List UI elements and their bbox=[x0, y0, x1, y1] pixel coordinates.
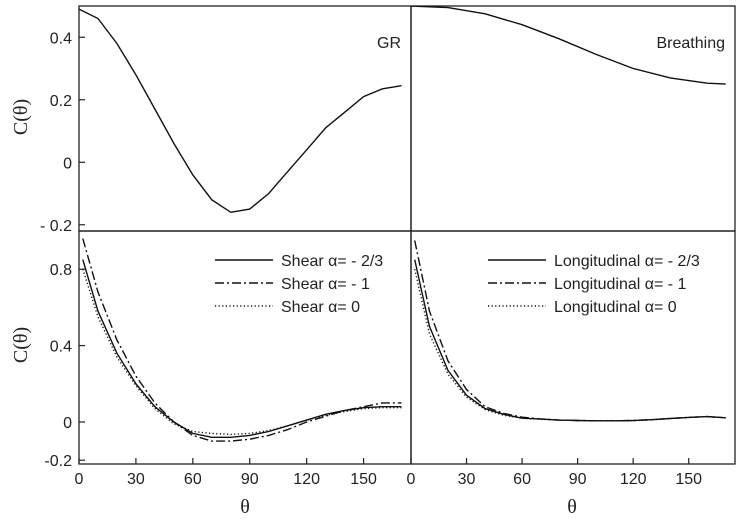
x-tick-label: 150 bbox=[350, 471, 377, 488]
series-line-2 bbox=[82, 238, 402, 442]
series-line-3 bbox=[82, 268, 402, 436]
panel-frame bbox=[78, 5, 412, 232]
series-line-1 bbox=[79, 8, 402, 214]
y-tick-label: 0 bbox=[63, 415, 72, 432]
legend-label: Shear α= - 2/3 bbox=[281, 253, 383, 270]
ylabel-top: C(θ) bbox=[10, 99, 32, 135]
y-tick-label: 0.2 bbox=[50, 93, 72, 110]
legend-label: Longitudinal α= 0 bbox=[554, 299, 677, 316]
x-tick-label: 90 bbox=[569, 471, 587, 488]
legend-label: Shear α= - 1 bbox=[281, 276, 370, 293]
y-tick-label: -0.2 bbox=[44, 453, 72, 470]
x-tick-label: 30 bbox=[458, 471, 476, 488]
panel-frame bbox=[410, 230, 736, 465]
legend-label: Longitudinal α= - 2/3 bbox=[554, 253, 700, 270]
legend: Shear α= - 2/3 Shear α= - 1 Shear α= 0 bbox=[215, 253, 383, 316]
y-tick-label: - 0.2 bbox=[40, 218, 72, 235]
panel-1: 0.4 0.2 0 - 0.2 GR bbox=[40, 5, 412, 235]
legend-label: Longitudinal α= - 1 bbox=[554, 276, 687, 293]
xlabel-left: θ bbox=[240, 496, 250, 518]
y-tick-label: 0.4 bbox=[50, 30, 72, 47]
ylabel-bottom: C(θ) bbox=[10, 327, 32, 363]
x-tick-label: 60 bbox=[184, 471, 202, 488]
y-tick-label: 0.4 bbox=[50, 339, 72, 356]
x-tick-label: 120 bbox=[293, 471, 320, 488]
panel-2: Breathing bbox=[410, 5, 736, 232]
panel-label: GR bbox=[377, 35, 401, 52]
x-tick-label: 60 bbox=[513, 471, 531, 488]
x-tick-label: 30 bbox=[127, 471, 145, 488]
panel-label: Breathing bbox=[657, 35, 726, 52]
x-tick-label: 120 bbox=[620, 471, 647, 488]
x-tick-label: 90 bbox=[241, 471, 259, 488]
x-tick-label: 0 bbox=[407, 471, 416, 488]
x-tick-label: 150 bbox=[675, 471, 702, 488]
y-tick-label: 0 bbox=[63, 155, 72, 172]
xlabel-right: θ bbox=[567, 496, 577, 518]
y-tick-label: 0.8 bbox=[50, 262, 72, 279]
legend: Longitudinal α= - 2/3 Longitudinal α= - 1… bbox=[488, 253, 700, 316]
x-tick-label: 0 bbox=[75, 471, 84, 488]
series-line-1 bbox=[411, 6, 726, 85]
series-line-2 bbox=[414, 240, 726, 422]
legend-label: Shear α= 0 bbox=[281, 299, 360, 316]
